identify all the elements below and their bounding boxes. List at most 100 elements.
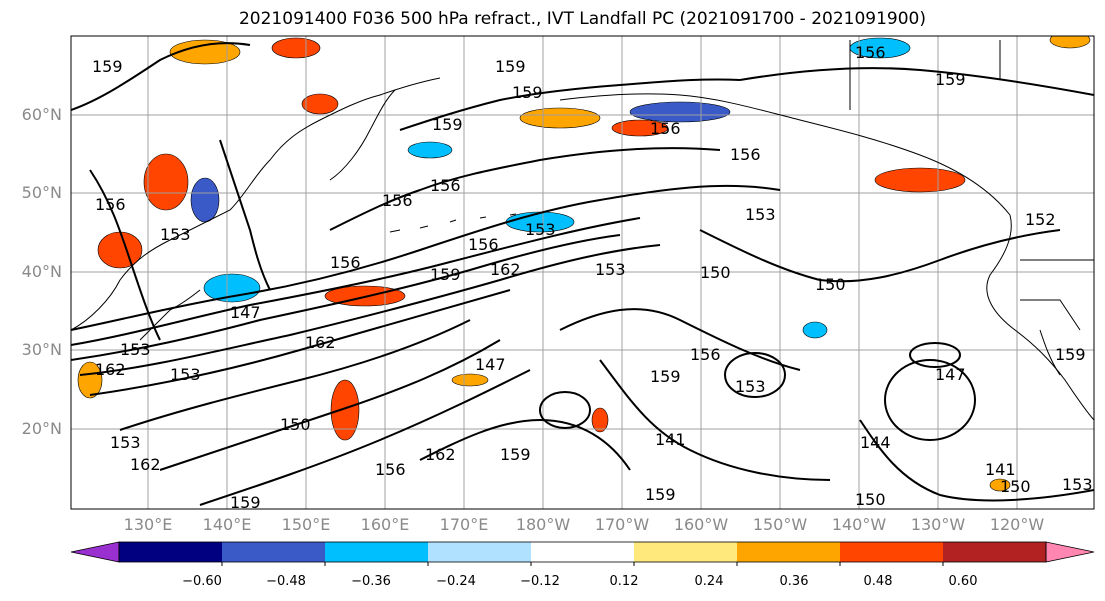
contour-line <box>399 78 741 131</box>
border-line <box>849 40 1094 331</box>
colorbar-tick-label: −0.12 <box>520 574 560 589</box>
anomaly-patch <box>203 273 261 303</box>
colorbar-extend-max <box>1045 541 1095 563</box>
shaded-anomaly-layer <box>77 36 1091 492</box>
contour-line <box>71 217 641 346</box>
colorbar-segment <box>531 542 635 562</box>
lon-label: 150°W <box>752 515 808 534</box>
contour-label: 156 <box>95 195 126 214</box>
contour-label: 159 <box>230 493 261 512</box>
closed-contour <box>884 359 976 441</box>
contour-label: 156 <box>650 119 681 138</box>
contour-line <box>89 169 161 341</box>
contour-label: 159 <box>1055 345 1086 364</box>
lon-label: 180°W <box>515 515 571 534</box>
lon-label: 160°W <box>673 515 729 534</box>
anomaly-patch <box>989 478 1011 492</box>
lat-label: 50°N <box>21 183 62 202</box>
coastlines <box>71 40 1094 421</box>
contour-label: 156 <box>730 145 761 164</box>
anomaly-patch <box>77 361 103 399</box>
colorbar-tick-label: −0.48 <box>266 574 306 589</box>
anomaly-patch <box>1049 36 1091 49</box>
colorbar-segment <box>119 542 223 562</box>
contour-label: 156 <box>382 191 413 210</box>
contour-line <box>89 289 511 396</box>
anomaly-patch <box>451 373 489 387</box>
aleutian-islands <box>389 213 517 233</box>
lat-label: 40°N <box>21 262 62 281</box>
anomaly-patch <box>271 37 321 59</box>
contour-label: 153 <box>735 377 766 396</box>
colorbar-outline <box>118 541 1047 563</box>
contour-label: 150 <box>815 275 846 294</box>
colorbar-tick-label: −0.60 <box>182 574 222 589</box>
contour-label: 156 <box>330 253 361 272</box>
lon-label: 170°W <box>594 515 650 534</box>
japan-coastline <box>139 289 201 341</box>
contour-label: 156 <box>430 176 461 195</box>
contour-line <box>71 184 781 331</box>
contour-label: 144 <box>860 433 891 452</box>
anomaly-patch <box>330 379 360 441</box>
contour-line <box>71 234 621 361</box>
contour-line <box>419 418 631 471</box>
kamchatka-coastline <box>329 89 396 181</box>
anomaly-patch <box>407 141 453 159</box>
anomaly-patch <box>802 321 828 339</box>
contour-line <box>559 308 801 371</box>
contour-label: 159 <box>500 445 531 464</box>
contour-label: 156 <box>690 345 721 364</box>
contour-line <box>599 359 831 481</box>
contour-label: 156 <box>375 460 406 479</box>
lon-label: 140°E <box>202 515 252 534</box>
contour-line <box>159 339 501 471</box>
colorbar-segment <box>634 542 738 562</box>
contour-line <box>699 229 1061 283</box>
anomaly-patch <box>611 119 669 137</box>
contour-label: 153 <box>120 340 151 359</box>
contour-label: 159 <box>432 115 463 134</box>
contour-label: 162 <box>490 260 521 279</box>
colorbar-extend-min <box>70 541 120 563</box>
colorbar-tick-label: 0.48 <box>863 574 893 589</box>
contour-label: 162 <box>305 333 336 352</box>
contour-label: 150 <box>1000 477 1031 496</box>
baja-coastline <box>1039 329 1061 376</box>
contour-label: 153 <box>745 205 776 224</box>
anomaly-patch <box>143 153 189 211</box>
contour-line <box>859 419 1094 502</box>
colorbar-tick-label: 0.24 <box>694 574 724 589</box>
asia-coastline <box>71 77 441 331</box>
colorbar-segment <box>737 542 841 562</box>
contour-line <box>199 369 531 506</box>
colorbar-segment <box>943 542 1047 562</box>
contour-line <box>219 139 271 291</box>
map-title: 2021091400 F036 500 hPa refract., IVT La… <box>238 9 926 29</box>
colorbar-segment <box>428 542 532 562</box>
contour-label: 150 <box>700 263 731 282</box>
contour-label: 150 <box>280 415 311 434</box>
refractivity-contours <box>71 42 1094 506</box>
contour-label-layer: 159 156 159 159 159 156 159 156 156 156 … <box>92 43 1093 512</box>
contour-label: 156 <box>855 43 886 62</box>
lon-label: 170°E <box>439 515 489 534</box>
map-content: 159 156 159 159 159 156 159 156 156 156 … <box>71 36 1094 512</box>
contour-label: 153 <box>525 220 556 239</box>
contour-label: 159 <box>512 83 543 102</box>
colorbar-tick-label: −0.36 <box>351 574 391 589</box>
anomaly-patch <box>169 39 241 65</box>
anomaly-patch <box>629 101 731 123</box>
contour-label: 159 <box>92 57 123 76</box>
colorbar-segment <box>840 542 944 562</box>
closed-contour <box>909 342 961 368</box>
contour-label: 159 <box>430 265 461 284</box>
colorbar <box>70 541 1095 566</box>
anomaly-patch <box>190 177 220 223</box>
contour-label: 153 <box>170 365 201 384</box>
contour-label: 162 <box>425 445 456 464</box>
contour-line <box>71 42 251 111</box>
contour-label: 159 <box>650 367 681 386</box>
contour-line <box>329 147 721 231</box>
contour-label: 141 <box>655 430 686 449</box>
